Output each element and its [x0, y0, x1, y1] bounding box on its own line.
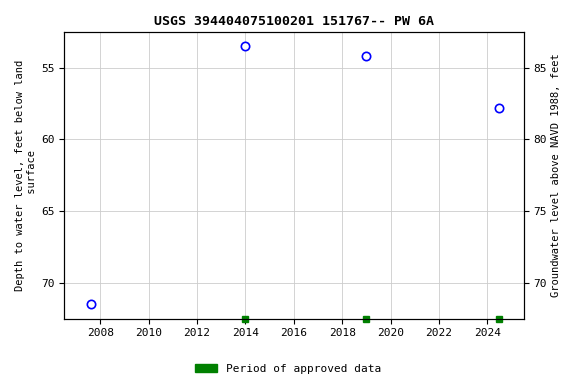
Y-axis label: Depth to water level, feet below land
 surface: Depth to water level, feet below land su…: [15, 60, 37, 291]
Title: USGS 394404075100201 151767-- PW 6A: USGS 394404075100201 151767-- PW 6A: [154, 15, 434, 28]
Y-axis label: Groundwater level above NAVD 1988, feet: Groundwater level above NAVD 1988, feet: [551, 53, 561, 297]
Legend: Period of approved data: Period of approved data: [191, 359, 385, 379]
